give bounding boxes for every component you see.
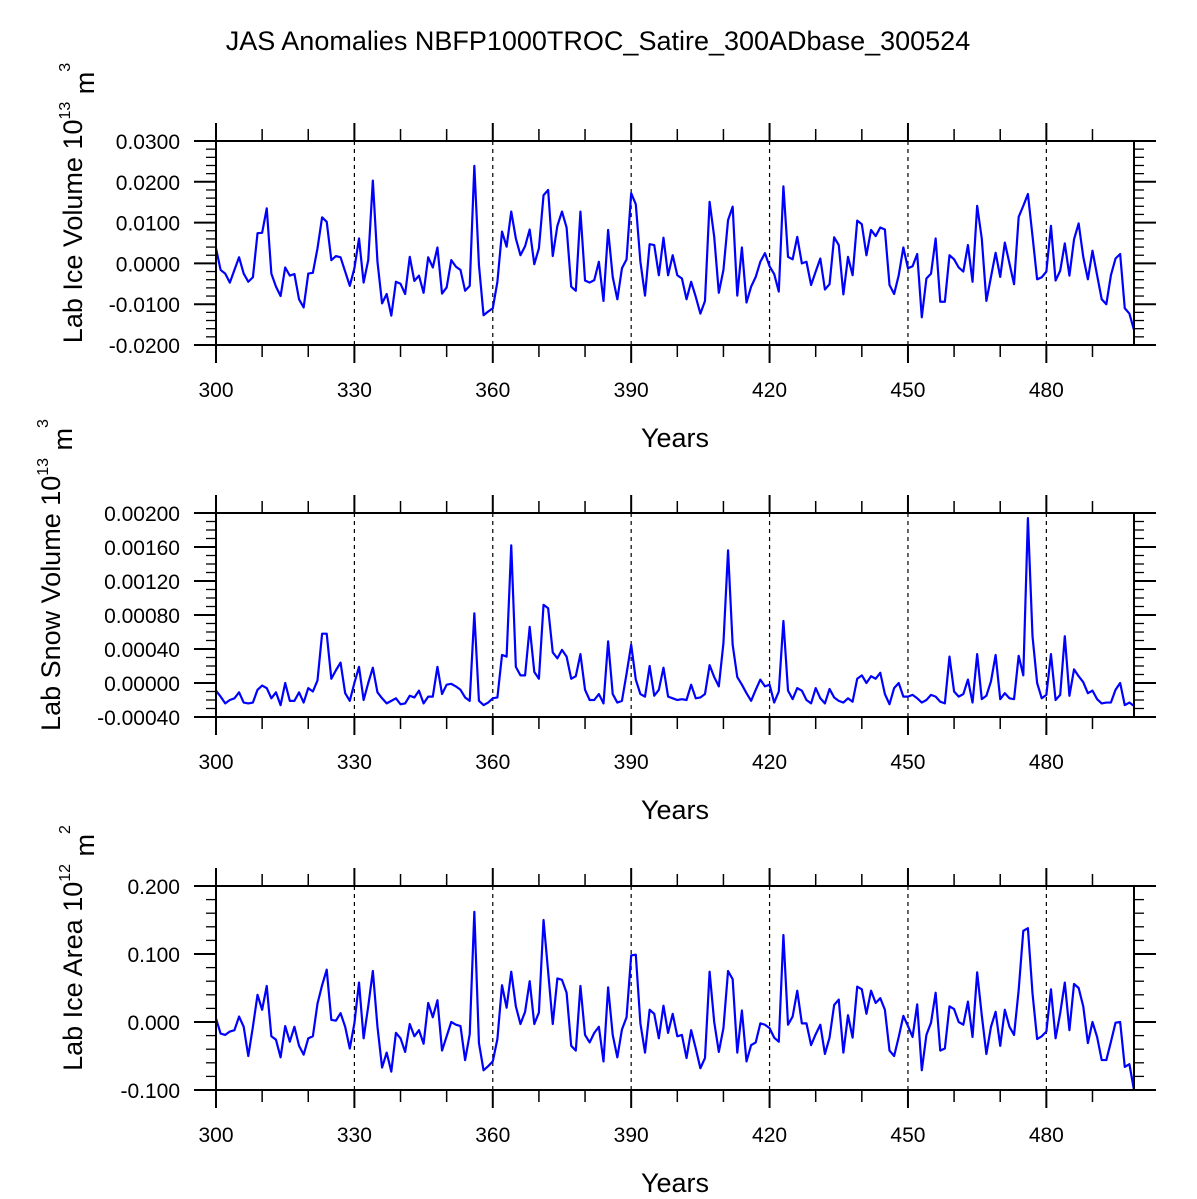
y-axis-label-ylabel: Lab Ice Area 10 (58, 882, 88, 1071)
y-tick-label: 0.00200 (104, 503, 180, 526)
y-tick-label: 0.000 (127, 1012, 180, 1035)
x-tick-label: 330 (337, 1124, 372, 1147)
y-tick-label: 0.200 (127, 876, 180, 899)
y-tick-label: 0.00000 (104, 673, 180, 696)
panel-3: 300 330 360 390 420 450 480 -0.100 0.000 0.100 0.2… (57, 825, 1156, 1198)
y-axis-label-ylabel-exp: 13 (57, 102, 74, 120)
x-tick-label: 360 (475, 379, 510, 402)
x-axis-label: Years (641, 795, 709, 825)
plot-frame (215, 885, 1135, 1091)
x-tick-label: 300 (198, 1124, 233, 1147)
y-tick-label: 0.0300 (116, 131, 180, 154)
x-tick-label: 480 (1029, 379, 1064, 402)
x-tick-label: 360 (475, 1124, 510, 1147)
y-tick-label: 0.0100 (116, 213, 180, 236)
x-tick-label: 390 (614, 1124, 649, 1147)
data-line (215, 516, 1135, 707)
x-tick-label: 420 (752, 751, 787, 774)
y-axis-label-ylabel-unit: m (70, 834, 100, 864)
x-tick-label: 450 (890, 379, 925, 402)
x-tick-label: 300 (198, 751, 233, 774)
y-tick-label: 0.00040 (104, 639, 180, 662)
x-tick-label: 480 (1029, 751, 1064, 774)
y-tick-label: 0.00120 (104, 571, 180, 594)
x-tick-label: 450 (890, 1124, 925, 1147)
x-tick-label: 450 (890, 751, 925, 774)
x-axis-label: Years (641, 1168, 709, 1198)
x-tick-label: 330 (337, 751, 372, 774)
y-axis-label-ylabel-unit-exp: 3 (35, 419, 52, 428)
y-tick-label: 0.100 (127, 944, 180, 967)
y-axis-label-ylabel-exp: 12 (57, 864, 74, 882)
y-tick-label: 0.0200 (116, 172, 180, 195)
x-tick-label: 420 (752, 379, 787, 402)
x-tick-label: 390 (614, 751, 649, 774)
x-tick-label: 360 (475, 751, 510, 774)
x-tick-label: 420 (752, 1124, 787, 1147)
panel-2: 300 330 360 390 420 450 480 -0.00040 0.00000 0.00… (35, 419, 1156, 825)
y-axis-label-ylabel-unit-exp: 2 (57, 825, 74, 834)
data-line (214, 910, 1136, 1091)
y-tick-label: -0.0200 (109, 335, 180, 358)
panel-1: 300 330 360 390 420 450 480 -0.0200 -0.0100 0.000… (57, 63, 1156, 453)
y-tick-label: -0.00040 (97, 707, 180, 730)
y-axis-label: Lab Snow Volume 1013 m3 (35, 419, 78, 731)
y-axis-label: Lab Ice Volume 1013 m3 (57, 63, 100, 343)
y-tick-label: 0.00160 (104, 537, 180, 560)
y-tick-label: 0.0000 (116, 253, 180, 276)
y-axis-label-ylabel-unit: m (70, 72, 100, 102)
y-axis-label-ylabel: Lab Snow Volume 10 (36, 476, 66, 731)
y-axis-label-ylabel: Lab Ice Volume 10 (58, 120, 88, 344)
y-tick-label: -0.100 (120, 1080, 180, 1103)
y-tick-label: 0.00080 (104, 605, 180, 628)
x-tick-label: 330 (337, 379, 372, 402)
y-axis-label-ylabel-exp: 13 (35, 458, 52, 476)
y-axis-label-ylabel-unit: m (48, 428, 78, 458)
x-tick-label: 300 (198, 379, 233, 402)
y-axis-label: Lab Ice Area 1012 m2 (57, 825, 100, 1071)
chart-title: JAS Anomalies NBFP1000TROC_Satire_300ADb… (226, 26, 970, 56)
y-axis-label-ylabel-unit-exp: 3 (57, 63, 74, 72)
x-tick-label: 480 (1029, 1124, 1064, 1147)
plot-frame (215, 140, 1135, 346)
x-axis-label: Years (641, 423, 709, 453)
x-tick-label: 390 (614, 379, 649, 402)
data-line (214, 164, 1136, 331)
y-tick-label: -0.0100 (109, 294, 180, 317)
